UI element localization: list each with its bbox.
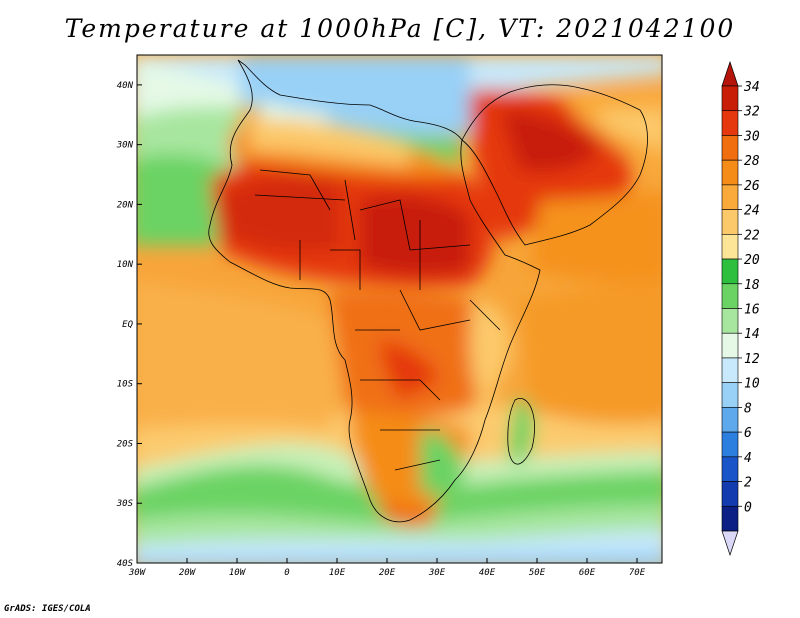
coastlines	[208, 59, 648, 523]
colorbar-swatch	[721, 431, 739, 458]
colorbar-swatch	[721, 481, 739, 507]
chart-title: Temperature at 1000hPa [C], VT: 20210421…	[64, 14, 736, 43]
lat-tick-label: 20N	[117, 200, 134, 210]
colorbar-bottom-arrow	[721, 530, 739, 557]
colorbar-swatch	[721, 456, 739, 482]
lon-tick-label: 10E	[329, 568, 346, 578]
colorbar-swatch	[721, 234, 739, 260]
colorbar-swatch	[721, 357, 739, 383]
colorbar-swatch	[721, 159, 739, 186]
lon-tick-label: 20W	[179, 568, 197, 578]
colorbar-label: 8	[744, 401, 752, 416]
colorbar-label: 10	[744, 377, 760, 392]
colorbar-label: 22	[744, 228, 760, 243]
colorbar-label: 6	[744, 426, 752, 441]
colorbar-label: 12	[744, 352, 760, 367]
colorbar-swatch	[721, 135, 739, 161]
lon-tick-label: 40E	[479, 568, 496, 578]
colorbar-label: 20	[744, 253, 760, 268]
lat-tick-marks: 40N 30N 20N 10N EQ 10S 20S 30S 40S	[116, 81, 142, 569]
colorbar-swatch	[721, 110, 739, 136]
lon-tick-label: 0	[284, 568, 289, 578]
map-frame	[136, 54, 663, 564]
colorbar-label: 34	[743, 80, 760, 95]
temperature-field	[137, 55, 662, 563]
colorbar-label: 14	[744, 327, 760, 342]
lon-tick-label: 70E	[629, 568, 646, 578]
lat-tick-label: 30N	[116, 141, 134, 151]
lon-tick-marks: 30W 20W 10W 0 10E 20E 30E 40E 50E 60E 70E	[128, 558, 646, 578]
colorbar-swatch	[721, 85, 739, 112]
colorbar-label: 16	[744, 303, 760, 318]
colorbar-swatch	[721, 332, 739, 359]
colorbar-swatch	[721, 283, 739, 309]
colorbar-top-arrow	[721, 60, 739, 87]
lat-tick-label: 30S	[116, 499, 134, 509]
lat-tick-label: 40N	[117, 81, 134, 91]
lon-tick-label: 10W	[229, 568, 247, 578]
lat-tick-label: 20S	[117, 439, 134, 449]
colorbar-label: 32	[743, 105, 760, 120]
colorbar-swatch	[721, 308, 739, 334]
lat-tick-label: EQ	[122, 320, 133, 330]
colorbar-swatch	[721, 505, 739, 532]
colorbar-swatch	[721, 407, 739, 433]
colorbar-label: 24	[744, 204, 760, 219]
lon-tick-label: 30E	[428, 568, 446, 578]
colorbar-swatch	[721, 258, 739, 285]
colorbar-label: 26	[744, 179, 760, 194]
lon-tick-label: 30W	[128, 568, 147, 578]
lon-tick-label: 50E	[529, 568, 546, 578]
colorbar-label: 2	[744, 476, 752, 491]
colorbar-swatch	[721, 382, 739, 408]
colorbar-label: 4	[744, 451, 752, 466]
lat-tick-label: 40S	[117, 559, 134, 569]
colorbar-label: 0	[744, 500, 752, 515]
lat-tick-label: 10S	[117, 380, 134, 390]
colorbar-label: 18	[744, 278, 760, 293]
colorbar-label: 30	[743, 129, 760, 144]
colorbar-swatch	[721, 209, 739, 235]
lon-tick-label: 20E	[379, 568, 396, 578]
grads-credit: GrADS: IGES/COLA	[4, 604, 91, 614]
colorbar-swatch	[721, 184, 739, 210]
colorbar-label: 28	[744, 154, 760, 169]
lat-tick-label: 10N	[117, 260, 134, 270]
lon-tick-label: 60E	[579, 568, 596, 578]
